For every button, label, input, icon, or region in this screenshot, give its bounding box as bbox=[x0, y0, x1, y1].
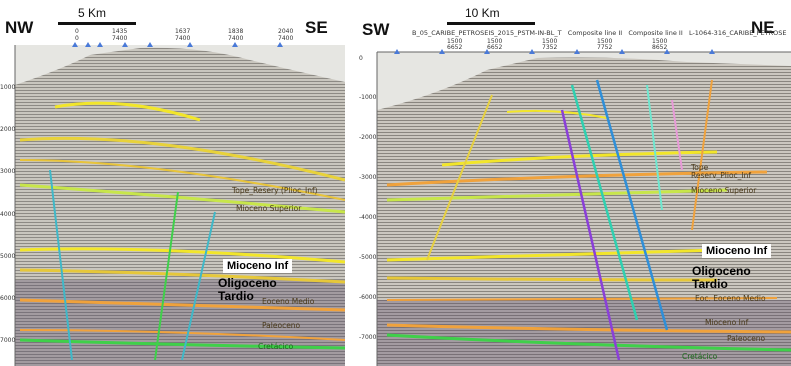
horizon-mioceno-superior bbox=[386, 188, 728, 202]
header-num: 0 bbox=[75, 35, 79, 42]
header-num: 0 bbox=[75, 28, 79, 35]
header-num: 1500 bbox=[447, 38, 463, 45]
header-num: 1500 bbox=[542, 38, 558, 45]
depth-tick: 3000 bbox=[0, 168, 16, 175]
header-num: 7400 bbox=[112, 35, 128, 42]
fault-3 bbox=[181, 211, 216, 361]
header-num: 7352 bbox=[542, 44, 558, 51]
horizon-cretacico bbox=[19, 338, 345, 350]
fault-2 bbox=[154, 191, 179, 361]
header-num: 8652 bbox=[652, 44, 668, 51]
depth-tick: -4000 bbox=[359, 214, 377, 221]
label-oligoceno-tardio: Oligoceno Tardio bbox=[218, 276, 277, 303]
header-num: 2040 bbox=[278, 28, 294, 35]
horizon-oligoceno bbox=[19, 268, 345, 284]
seismic-reflections bbox=[15, 47, 345, 366]
header-num: 1435 bbox=[112, 28, 128, 35]
right-seismic-panel: SW NE 10 Km B_05_CARIBE_PETROSEIS_2015_P… bbox=[357, 0, 791, 366]
header-num: 7400 bbox=[278, 35, 294, 42]
label-cretacico: Cretácico bbox=[258, 342, 294, 351]
label-eoceno-medio: Eoc. Eoceno Medio bbox=[695, 294, 766, 303]
header-num: 1500 bbox=[597, 38, 613, 45]
direction-ne: NE bbox=[751, 18, 775, 37]
label-tope-reservoir: Tope_Resery (Plioc_Inf) bbox=[232, 186, 318, 195]
horizon-eoceno bbox=[19, 298, 345, 312]
direction-se: SE bbox=[305, 18, 328, 37]
label-mioceno-superior: Mioceno Superior bbox=[691, 186, 757, 195]
scale-label-left: 5 Km bbox=[78, 6, 107, 20]
depth-tick: 2000 bbox=[0, 126, 16, 133]
depth-tick: -2000 bbox=[359, 134, 377, 141]
label-mioceno-inf-box: Mioceno Inf bbox=[702, 244, 772, 258]
depth-tick: 6000 bbox=[0, 295, 16, 302]
depth-tick: 0 bbox=[359, 55, 363, 62]
scale-bar-right bbox=[447, 22, 535, 25]
horizon-paleoceno bbox=[386, 323, 791, 334]
horizon-paleoceno bbox=[19, 329, 345, 341]
label-paleoceno: Paleoceno bbox=[727, 334, 766, 343]
label-eoceno-medio: Eoceno Medio bbox=[262, 297, 315, 306]
label-tope-reservoir: Tope Reserv_Plioc_Inf bbox=[691, 163, 752, 180]
depth-tick: -7000 bbox=[359, 334, 377, 341]
direction-nw: NW bbox=[5, 18, 34, 37]
horizon-mioceno-inf bbox=[386, 248, 718, 262]
header-num: 7400 bbox=[175, 35, 191, 42]
horizon-mioceno-inf bbox=[19, 247, 345, 264]
fault-light-teal bbox=[646, 84, 663, 211]
header-num: 1838 bbox=[228, 28, 244, 35]
scale-label-right: 10 Km bbox=[465, 6, 500, 20]
scale-bar-left bbox=[58, 22, 136, 25]
label-paleoceno: Paleoceno bbox=[262, 321, 301, 330]
header-num: 6652 bbox=[447, 44, 463, 51]
fault-orange bbox=[691, 79, 713, 231]
depth-tick: 1000 bbox=[0, 84, 16, 91]
depth-tick: 7000 bbox=[0, 337, 16, 344]
direction-sw: SW bbox=[362, 20, 390, 39]
line-header: B_05_CARIBE_PETROSEIS_2015_PSTM-IN-BL_T … bbox=[412, 30, 787, 37]
header-num: 1637 bbox=[175, 28, 191, 35]
header-num: 1500 bbox=[487, 38, 503, 45]
header-num: 7400 bbox=[228, 35, 244, 42]
fault-purple bbox=[560, 109, 621, 361]
fault-1 bbox=[49, 169, 73, 361]
left-seismic-panel: NW SE 5 Km 0 1435 1637 1838 2040 0 7400 … bbox=[0, 0, 345, 366]
label-mioceno-inf: Mioceno Inf bbox=[705, 318, 749, 327]
label-oligoceno-tardio: Oligoceno Tardio bbox=[692, 264, 751, 291]
depth-tick: 5000 bbox=[0, 253, 16, 260]
horizon-tope-reservoir bbox=[441, 150, 718, 167]
fault-blue bbox=[595, 79, 669, 331]
label-mioceno-superior: Mioceno Superior bbox=[236, 204, 302, 213]
horizon-cretacico bbox=[386, 333, 791, 352]
header-num: 7752 bbox=[597, 44, 613, 51]
fault-teal bbox=[570, 84, 639, 321]
right-seismic-section bbox=[376, 49, 791, 366]
left-seismic-section bbox=[14, 42, 345, 366]
horizon-tope-reservoir bbox=[19, 136, 345, 182]
label-mioceno-inf: Mioceno Inf bbox=[223, 259, 293, 273]
depth-tick: -6000 bbox=[359, 294, 377, 301]
horizon-oligoceno bbox=[386, 276, 718, 282]
depth-tick: -1000 bbox=[359, 94, 377, 101]
depth-tick: -5000 bbox=[359, 254, 377, 261]
depth-tick: -3000 bbox=[359, 174, 377, 181]
horizon-upper bbox=[54, 101, 201, 122]
label-cretacico: Cretácico bbox=[682, 352, 718, 361]
header-num: 1500 bbox=[652, 38, 668, 45]
fault-yellow bbox=[426, 94, 493, 261]
horizon-mioceno-superior bbox=[19, 183, 345, 214]
depth-tick: 4000 bbox=[0, 211, 16, 218]
header-num: 6652 bbox=[487, 44, 503, 51]
fault-pink bbox=[671, 99, 683, 171]
